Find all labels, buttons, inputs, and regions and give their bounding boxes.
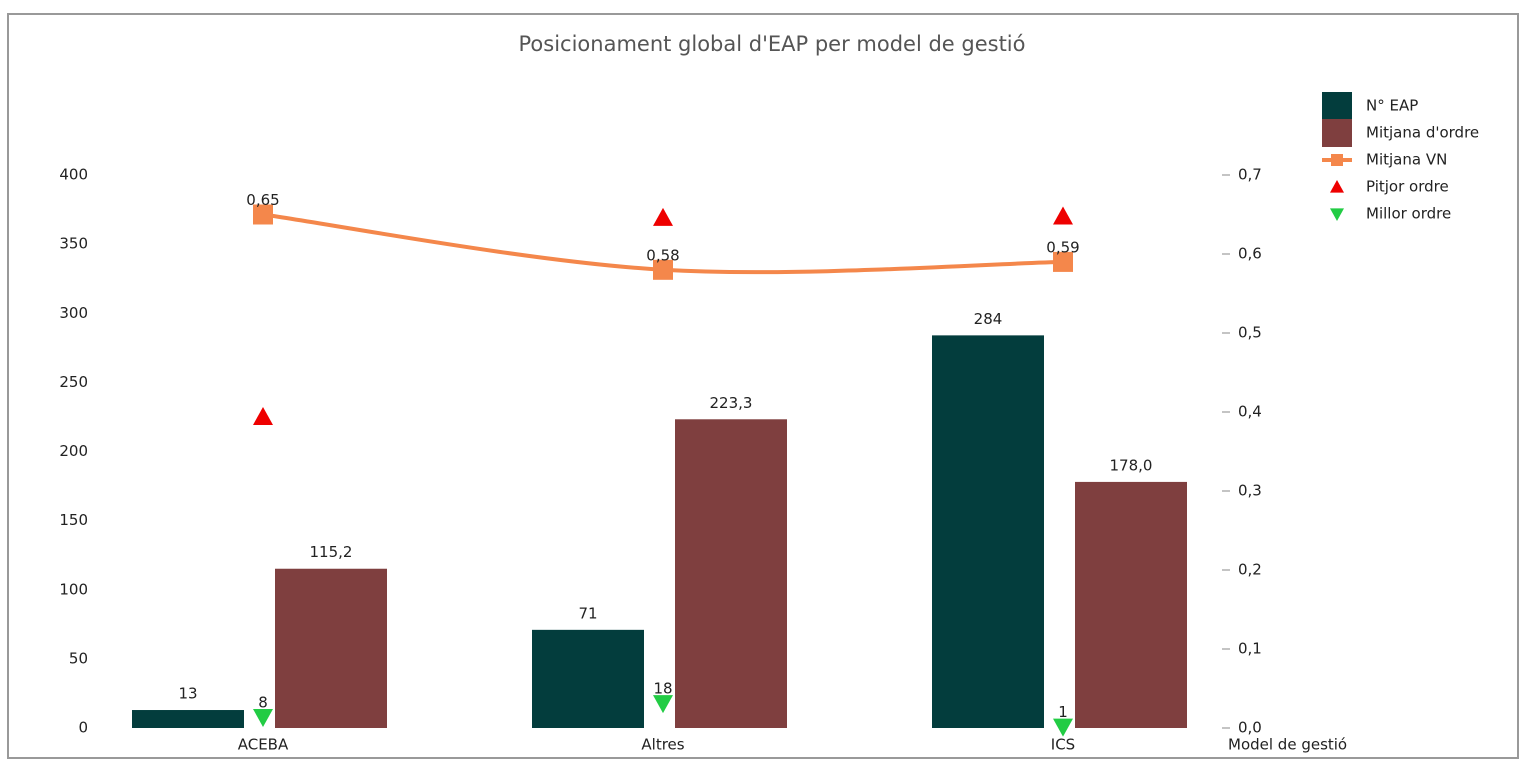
bar: [275, 568, 387, 728]
legend-label: Pitjor ordre: [1366, 178, 1449, 196]
data-label: 0,65: [246, 191, 279, 209]
x-tick-label: Altres: [641, 736, 684, 754]
x-tick-label: ICS: [1051, 736, 1075, 754]
scatter-marker: [653, 695, 673, 714]
data-label: 223,3: [710, 394, 753, 412]
data-label: 284: [974, 310, 1003, 328]
y2-tick-label: 0,5: [1238, 324, 1262, 342]
data-label: 115,2: [310, 543, 353, 561]
y-tick-label: 200: [59, 442, 88, 460]
y-tick-label: 100: [59, 580, 88, 598]
legend-swatch: [1330, 180, 1344, 193]
bar: [932, 335, 1044, 728]
scatter-marker: [653, 207, 673, 226]
data-label: 178,0: [1110, 456, 1153, 474]
legend-label: Millor ordre: [1366, 205, 1451, 223]
line-marker: [253, 204, 273, 225]
y-tick-label: 50: [69, 649, 88, 667]
x-axis-label: Model de gestió: [1228, 736, 1347, 754]
legend-swatch: [1330, 208, 1344, 221]
y2-tick-label: 0,0: [1238, 719, 1262, 737]
line-marker: [1053, 251, 1073, 272]
bar: [532, 629, 644, 728]
data-label: 0,59: [1046, 238, 1079, 256]
y2-tick-label: 0,7: [1238, 166, 1262, 184]
y-tick-label: 350: [59, 235, 88, 253]
y-tick-label: 250: [59, 373, 88, 391]
y2-tick-label: 0,6: [1238, 245, 1262, 263]
legend-swatch: [1322, 119, 1352, 147]
legend-label: N° EAP: [1366, 97, 1418, 115]
legend-label: Mitjana VN: [1366, 151, 1447, 169]
data-label: 18: [653, 680, 672, 698]
legend-label: Mitjana d'ordre: [1366, 124, 1479, 142]
data-label: 1: [1058, 703, 1068, 721]
scatter-marker: [1053, 718, 1073, 737]
bar: [675, 419, 787, 728]
bar: [1075, 481, 1187, 728]
bar: [132, 710, 244, 728]
data-label: 8: [258, 693, 268, 711]
legend-swatch: [1322, 92, 1352, 120]
y2-tick-label: 0,2: [1238, 561, 1262, 579]
line-marker: [653, 259, 673, 280]
scatter-marker: [253, 406, 273, 425]
scatter-marker: [1053, 206, 1073, 225]
y-tick-label: 150: [59, 511, 88, 529]
data-label: 13: [178, 685, 197, 703]
y2-tick-label: 0,4: [1238, 403, 1262, 421]
y2-tick-label: 0,1: [1238, 640, 1262, 658]
data-label: 71: [578, 604, 597, 622]
scatter-marker: [253, 708, 273, 727]
legend-swatch: [1331, 154, 1343, 166]
data-label: 0,58: [646, 246, 679, 264]
x-tick-label: ACEBA: [238, 736, 289, 754]
y2-tick-label: 0,3: [1238, 482, 1262, 500]
y-tick-label: 0: [78, 719, 88, 737]
y-tick-label: 400: [59, 166, 88, 184]
chart-title: Posicionament global d'EAP per model de …: [519, 32, 1026, 56]
y-tick-label: 300: [59, 304, 88, 322]
